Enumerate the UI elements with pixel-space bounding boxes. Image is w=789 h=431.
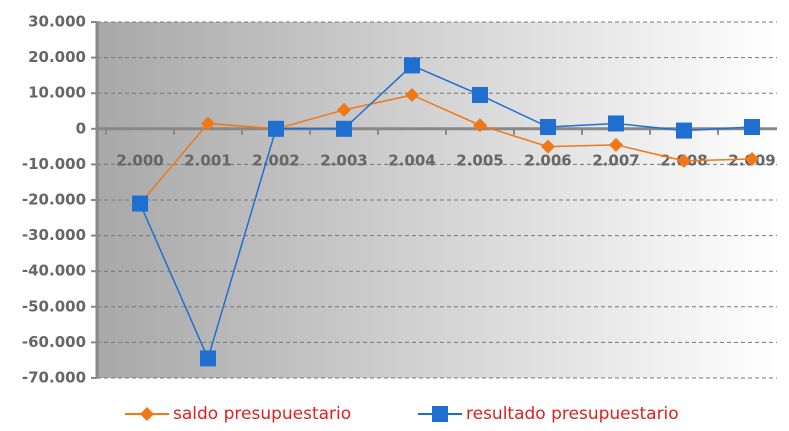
marker: [473, 118, 487, 133]
marker: [201, 116, 215, 131]
x-tick-label: 2.007: [592, 151, 639, 169]
x-tick-label: 2.006: [524, 151, 571, 169]
x-tick-label: 2.005: [456, 151, 503, 169]
y-tick-label: 10.000: [28, 84, 86, 102]
marker: [676, 122, 692, 139]
marker: [132, 195, 148, 212]
y-tick-label: 0: [76, 119, 86, 137]
x-tick-label: 2.001: [184, 151, 231, 169]
x-tick-label: 2.000: [116, 151, 163, 169]
marker: [200, 350, 216, 367]
marker: [405, 87, 419, 102]
y-tick-label: -50.000: [22, 297, 86, 315]
x-tick-label: 2.004: [388, 151, 435, 169]
y-tick-label: -20.000: [22, 191, 86, 209]
y-tick-label: -60.000: [22, 333, 86, 351]
y-tick-label: 20.000: [28, 48, 86, 66]
marker: [432, 406, 448, 422]
marker: [540, 119, 556, 136]
marker: [140, 407, 154, 421]
marker: [336, 120, 352, 137]
marker: [609, 137, 623, 152]
x-tick-label: 2.003: [320, 151, 367, 169]
marker: [472, 86, 488, 103]
series-line: [139, 94, 753, 205]
marker: [337, 102, 351, 117]
y-tick-label: -70.000: [22, 369, 86, 387]
y-tick-label: -30.000: [22, 226, 86, 244]
marker: [541, 139, 555, 154]
series-line: [139, 64, 753, 361]
y-tick-label: 30.000: [28, 13, 86, 31]
x-tick-label: 2.002: [252, 151, 299, 169]
marker: [608, 115, 624, 132]
legend-label: saldo presupuestario: [173, 404, 351, 424]
legend-label: resultado presupuestario: [466, 404, 679, 424]
marker: [404, 57, 420, 74]
y-tick-label: -40.000: [22, 262, 86, 280]
marker: [268, 120, 284, 137]
marker: [745, 152, 759, 167]
marker: [744, 119, 760, 136]
marker: [677, 153, 691, 168]
y-tick-label: -10.000: [22, 155, 86, 173]
